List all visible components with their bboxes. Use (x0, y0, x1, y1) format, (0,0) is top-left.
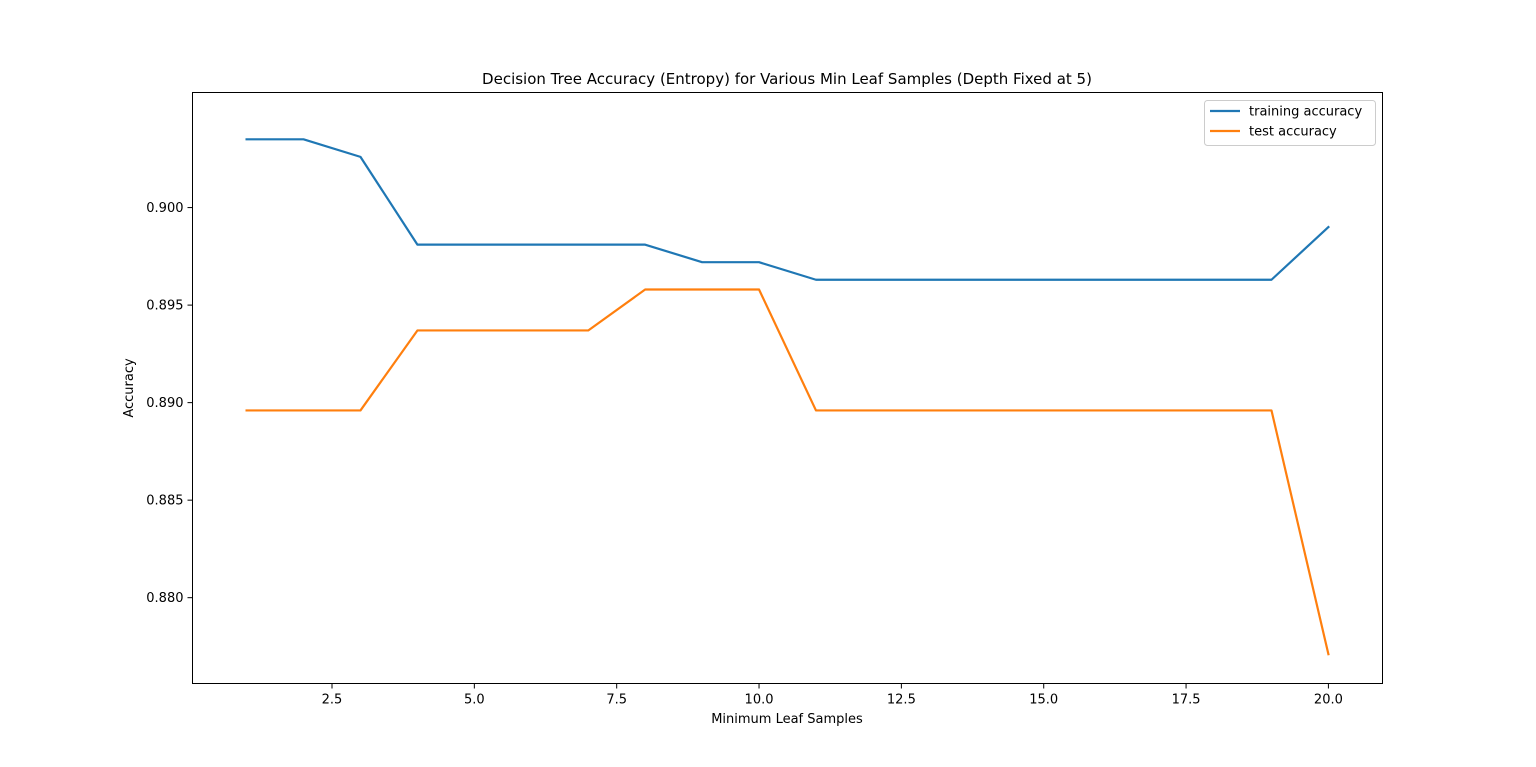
legend-box (1204, 100, 1376, 146)
y-tick-label: 0.885 (146, 494, 183, 509)
x-tick-label: 2.5 (322, 693, 343, 708)
legend-label-0: training accuracy (1249, 105, 1362, 120)
y-tick-label: 0.895 (146, 299, 183, 314)
series-line-1 (245, 288, 1330, 656)
y-tick-label: 0.890 (146, 396, 183, 411)
y-axis-ticks: 0.880 0.885 0.890 0.895 0.900 (146, 201, 193, 606)
x-tick-label: 15.0 (1029, 693, 1058, 708)
y-tick-label: 0.880 (146, 591, 183, 606)
x-tick-label: 12.5 (887, 693, 916, 708)
series-line-0 (245, 138, 1330, 281)
x-tick-label: 5.0 (464, 693, 485, 708)
x-tick-label: 10.0 (745, 693, 774, 708)
legend: training accuracy test accuracy (1204, 100, 1376, 146)
y-tick-label: 0.900 (146, 201, 183, 216)
legend-label-1: test accuracy (1249, 125, 1337, 140)
x-tick-label: 20.0 (1314, 693, 1343, 708)
x-axis-ticks: 2.5 5.0 7.5 10.0 12.5 15.0 17.5 20.0 (322, 683, 1343, 708)
axes-frame (192, 92, 1383, 684)
x-tick-label: 17.5 (1172, 693, 1201, 708)
x-tick-label: 7.5 (606, 693, 627, 708)
y-axis-label: Accuracy (122, 358, 137, 418)
x-axis-label: Minimum Leaf Samples (711, 712, 863, 727)
plot-area (245, 138, 1330, 656)
chart-title: Decision Tree Accuracy (Entropy) for Var… (482, 70, 1092, 88)
